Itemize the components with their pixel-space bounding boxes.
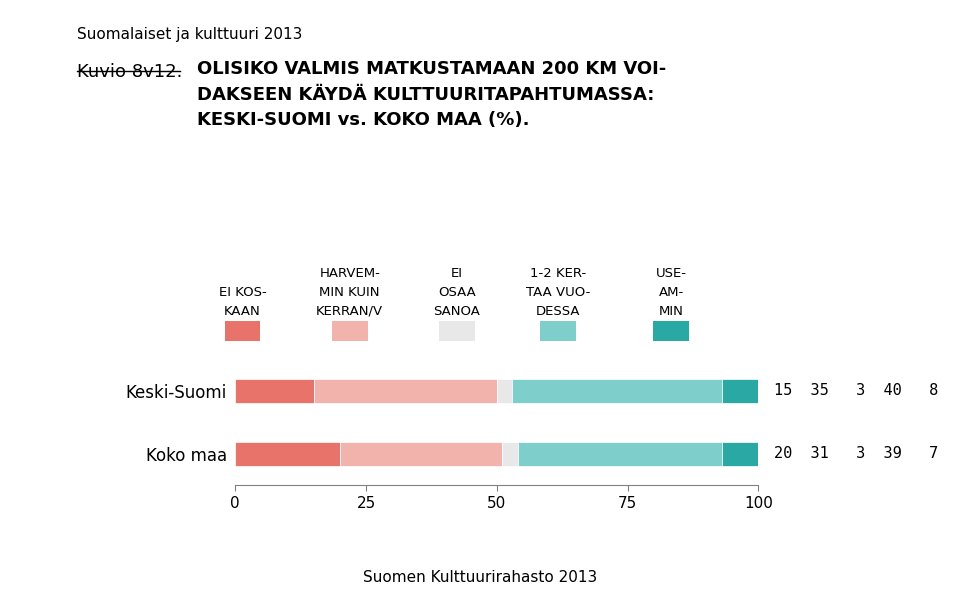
Text: 20  31   3  39   7: 20 31 3 39 7	[774, 446, 938, 461]
Bar	[540, 321, 576, 341]
Text: KAAN: KAAN	[225, 305, 261, 318]
Bar	[225, 321, 260, 341]
Text: EI: EI	[451, 267, 463, 280]
Text: DESSA: DESSA	[536, 305, 580, 318]
Bar	[513, 379, 722, 403]
Text: AM-: AM-	[659, 286, 684, 299]
Bar	[439, 321, 474, 341]
Bar	[502, 442, 517, 466]
Text: OLISIKO VALMIS MATKUSTAMAAN 200 KM VOI-: OLISIKO VALMIS MATKUSTAMAAN 200 KM VOI-	[197, 60, 666, 78]
Bar	[314, 379, 497, 403]
Bar	[722, 442, 758, 466]
Bar	[332, 321, 368, 341]
Bar	[517, 442, 722, 466]
Text: Suomalaiset ja kulttuuri 2013: Suomalaiset ja kulttuuri 2013	[77, 27, 302, 42]
Text: Suomen Kulttuurirahasto 2013: Suomen Kulttuurirahasto 2013	[363, 570, 597, 585]
Text: Kuvio 8v12.: Kuvio 8v12.	[77, 63, 182, 81]
Bar	[722, 379, 763, 403]
Text: KESKI-SUOMI vs. KOKO MAA (%).: KESKI-SUOMI vs. KOKO MAA (%).	[197, 111, 529, 129]
Text: OSAA: OSAA	[438, 286, 476, 299]
Text: HARVEM-: HARVEM-	[320, 267, 380, 280]
Bar	[235, 379, 314, 403]
Bar	[235, 442, 340, 466]
Text: 15  35   3  40   8: 15 35 3 40 8	[774, 384, 938, 398]
Text: EI KOS-: EI KOS-	[219, 286, 267, 299]
Bar	[497, 379, 513, 403]
Text: DAKSEEN KÄYDÄ KULTTUURITAPAHTUMASSA:: DAKSEEN KÄYDÄ KULTTUURITAPAHTUMASSA:	[197, 86, 654, 104]
Text: SANOA: SANOA	[433, 305, 480, 318]
Text: KERRAN/V: KERRAN/V	[316, 305, 383, 318]
Text: MIN KUIN: MIN KUIN	[320, 286, 380, 299]
Text: MIN: MIN	[659, 305, 684, 318]
Text: 1-2 KER-: 1-2 KER-	[530, 267, 587, 280]
Bar	[654, 321, 689, 341]
Text: TAA VUO-: TAA VUO-	[526, 286, 590, 299]
Bar	[340, 442, 502, 466]
Text: USE-: USE-	[656, 267, 686, 280]
